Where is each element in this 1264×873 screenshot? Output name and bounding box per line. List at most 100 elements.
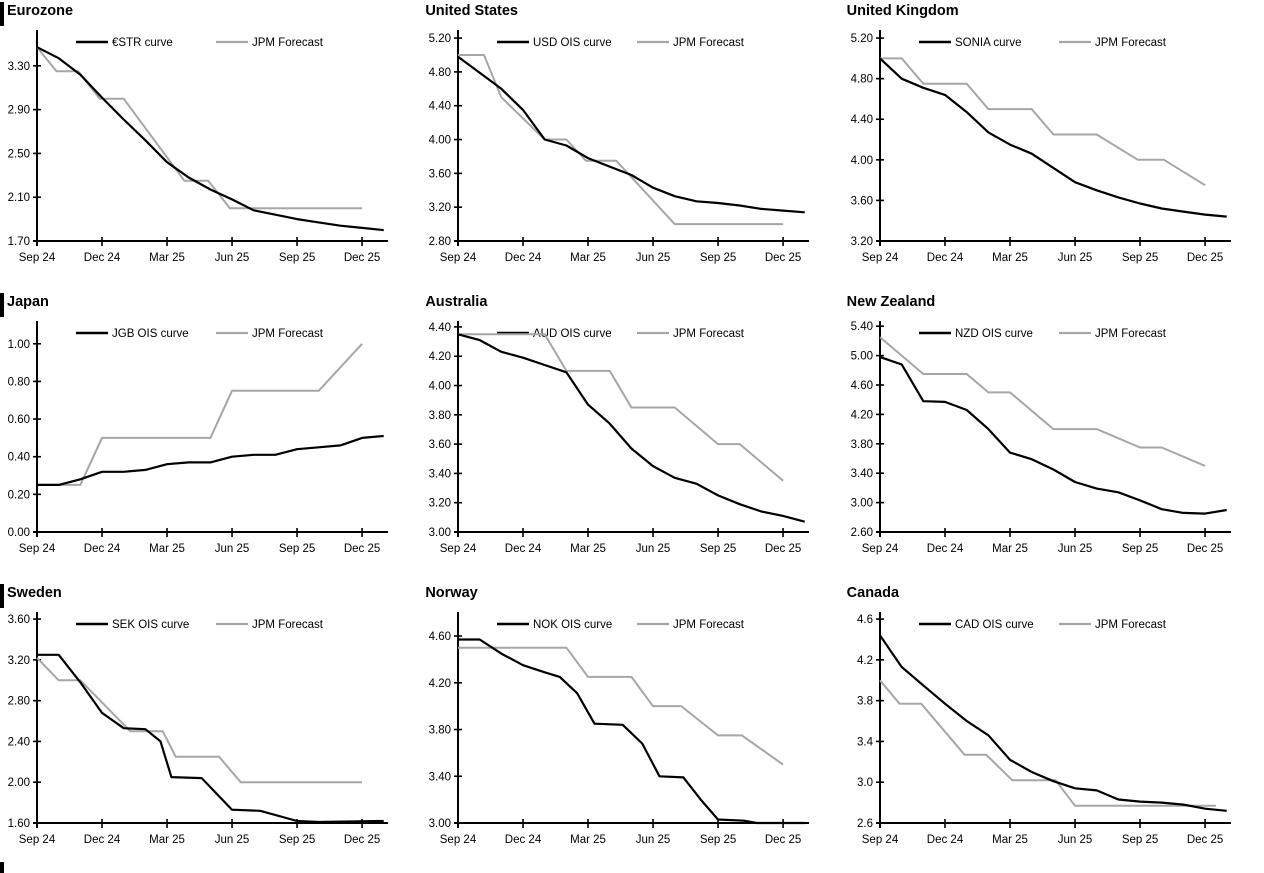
x-tick-label: Jun 25 bbox=[1057, 252, 1092, 264]
x-tick-label: Dec 25 bbox=[1186, 834, 1222, 846]
x-tick-label: Dec 25 bbox=[765, 543, 801, 555]
axes: 1.60 2.00 2.40 2.80 3.20 3.60 Sep 24 Dec 24 Mar … bbox=[8, 612, 388, 846]
x-tick-label: Dec 24 bbox=[505, 543, 542, 555]
chart-title: United States bbox=[425, 3, 518, 19]
y-tick-label: 3.80 bbox=[850, 439, 872, 451]
legend-item-forecast: JPM Forecast bbox=[1058, 619, 1166, 631]
x-tick-label: Mar 25 bbox=[149, 834, 185, 846]
legend-item-market: JGB OIS curve bbox=[76, 328, 189, 340]
y-tick-label: 4.20 bbox=[850, 409, 872, 421]
series-line-market bbox=[458, 333, 806, 523]
legend-item-market: €STR curve bbox=[76, 37, 173, 49]
y-tick-label: 2.00 bbox=[8, 777, 30, 789]
chart-plot: 0.00 0.20 0.40 0.60 0.80 1.00 Sep 24 Dec 24 Mar … bbox=[8, 321, 388, 555]
y-tick-label: 3.60 bbox=[850, 195, 872, 207]
y-tick-label: 4.80 bbox=[850, 74, 872, 86]
chart-united-states: United States 2.80 3.20 3.60 4.00 4.40 4.80 5.… bbox=[421, 0, 842, 291]
chart-plot: 3.00 3.40 3.80 4.20 4.60 Sep 24 Dec 24 Mar 25 Ju… bbox=[429, 612, 810, 846]
y-tick-label: 2.80 bbox=[429, 236, 451, 248]
y-tick-label: 3.20 bbox=[8, 655, 30, 667]
legend: SONIA curve JPM Forecast bbox=[918, 37, 1166, 49]
y-tick-label: 5.40 bbox=[850, 321, 872, 333]
series-line-market bbox=[458, 638, 806, 825]
x-tick-label: Sep 25 bbox=[1121, 834, 1157, 846]
series-line-market bbox=[37, 653, 384, 824]
legend-label: USD OIS curve bbox=[533, 37, 612, 49]
legend-item-market: NOK OIS curve bbox=[497, 619, 613, 631]
x-tick-label: Mar 25 bbox=[992, 834, 1028, 846]
y-tick-label: 3.40 bbox=[429, 771, 451, 783]
series-line-forecast bbox=[37, 343, 363, 486]
axes: 3.20 3.60 4.00 4.40 4.80 5.20 Sep 24 Dec 24 Mar … bbox=[850, 30, 1231, 264]
y-tick-label: 2.60 bbox=[850, 527, 872, 539]
y-tick-label: 4.20 bbox=[429, 678, 451, 690]
axes: 0.00 0.20 0.40 0.60 0.80 1.00 Sep 24 Dec 24 Mar … bbox=[8, 321, 388, 555]
y-tick-label: 4.60 bbox=[850, 380, 872, 392]
legend-item-market: CAD OIS curve bbox=[918, 619, 1033, 631]
chart-plot: 1.70 2.10 2.50 2.90 3.30 Sep 24 Dec 24 Mar 25 Ju… bbox=[8, 30, 388, 264]
chart-title: Australia bbox=[425, 294, 488, 310]
x-tick-label: Sep 24 bbox=[861, 834, 898, 846]
legend-label: SONIA curve bbox=[955, 37, 1021, 49]
x-tick-label: Sep 24 bbox=[19, 834, 56, 846]
legend: JGB OIS curve JPM Forecast bbox=[76, 328, 324, 340]
series-line-forecast bbox=[879, 336, 1206, 467]
x-tick-label: Jun 25 bbox=[636, 543, 671, 555]
y-tick-label: 2.50 bbox=[8, 148, 30, 160]
y-tick-label: 4.2 bbox=[857, 655, 873, 667]
y-tick-label: 4.6 bbox=[857, 614, 873, 626]
y-tick-label: 3.0 bbox=[857, 777, 873, 789]
y-tick-label: 4.40 bbox=[429, 101, 451, 113]
legend-label: SEK OIS curve bbox=[112, 619, 189, 631]
legend: NOK OIS curve JPM Forecast bbox=[497, 619, 745, 631]
legend: USD OIS curve JPM Forecast bbox=[497, 37, 745, 49]
x-tick-label: Sep 24 bbox=[861, 543, 898, 555]
x-tick-label: Dec 25 bbox=[1186, 543, 1222, 555]
chart-title: Sweden bbox=[7, 585, 62, 601]
x-tick-label: Jun 25 bbox=[636, 834, 671, 846]
x-tick-label: Sep 24 bbox=[440, 252, 477, 264]
axes: 2.80 3.20 3.60 4.00 4.40 4.80 5.20 Sep 24 Dec 24… bbox=[429, 30, 810, 264]
legend-label: AUD OIS curve bbox=[533, 328, 612, 340]
legend-item-forecast: JPM Forecast bbox=[1058, 37, 1166, 49]
y-tick-label: 1.70 bbox=[8, 236, 30, 248]
legend-item-forecast: JPM Forecast bbox=[637, 328, 745, 340]
y-tick-label: 3.00 bbox=[850, 498, 872, 510]
y-tick-label: 1.00 bbox=[8, 339, 30, 351]
y-tick-label: 3.00 bbox=[429, 527, 451, 539]
x-tick-label: Mar 25 bbox=[570, 834, 606, 846]
x-tick-label: Dec 25 bbox=[765, 834, 801, 846]
x-tick-label: Dec 24 bbox=[84, 834, 121, 846]
y-tick-label: 4.00 bbox=[429, 381, 451, 393]
chart-plot: 2.6 3.0 3.4 3.8 4.2 4.6 Sep 24 Dec 24 Mar 25 Jun … bbox=[857, 612, 1231, 846]
x-tick-label: Dec 24 bbox=[926, 834, 963, 846]
y-tick-label: 3.60 bbox=[8, 614, 30, 626]
axes: 2.6 3.0 3.4 3.8 4.2 4.6 Sep 24 Dec 24 Mar 25 Jun … bbox=[857, 612, 1231, 846]
y-tick-label: 0.40 bbox=[8, 452, 30, 464]
x-tick-label: Dec 24 bbox=[84, 543, 121, 555]
chart-new-zealand: New Zealand 2.60 3.00 3.40 3.80 4.20 4.60 5.00… bbox=[843, 291, 1264, 582]
legend-label: JPM Forecast bbox=[252, 328, 324, 340]
legend-item-forecast: JPM Forecast bbox=[216, 619, 324, 631]
series-line-forecast bbox=[458, 646, 785, 766]
x-tick-label: Sep 24 bbox=[19, 543, 56, 555]
y-tick-label: 0.80 bbox=[8, 376, 30, 388]
y-tick-label: 3.40 bbox=[850, 468, 872, 480]
x-tick-label: Dec 24 bbox=[84, 252, 121, 264]
y-tick-label: 2.90 bbox=[8, 105, 30, 117]
y-tick-label: 5.00 bbox=[850, 351, 872, 363]
chart-title: Eurozone bbox=[7, 3, 74, 19]
x-tick-label: Mar 25 bbox=[149, 252, 185, 264]
legend-item-market: AUD OIS curve bbox=[497, 328, 612, 340]
y-tick-label: 2.40 bbox=[8, 736, 30, 748]
legend-label: JPM Forecast bbox=[673, 619, 745, 631]
x-tick-label: Sep 25 bbox=[279, 834, 315, 846]
legend-item-market: SONIA curve bbox=[918, 37, 1021, 49]
x-tick-label: Sep 25 bbox=[700, 543, 736, 555]
legend-item-market: SEK OIS curve bbox=[76, 619, 189, 631]
chart-eurozone: Eurozone 1.70 2.10 2.50 2.90 3.30 Sep 24 Dec 2… bbox=[0, 0, 421, 291]
y-tick-label: 3.80 bbox=[429, 725, 451, 737]
legend-label: JPM Forecast bbox=[673, 328, 745, 340]
x-tick-label: Sep 24 bbox=[440, 834, 477, 846]
